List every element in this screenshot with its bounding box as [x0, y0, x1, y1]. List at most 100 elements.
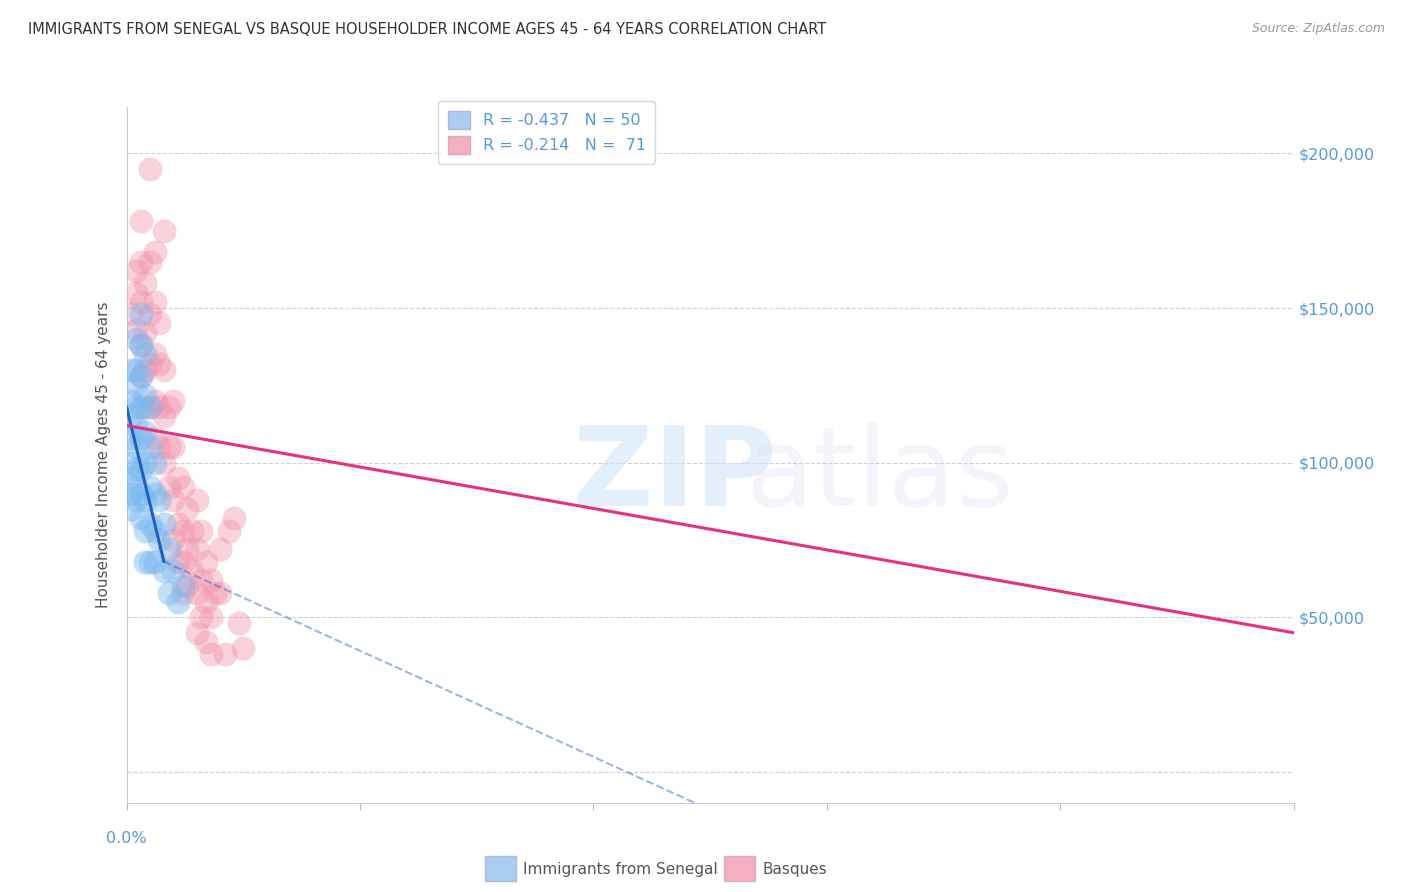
Point: [139, 400, 162, 414]
Point: [167, 555, 190, 569]
Point: [148, 317, 170, 331]
Point: [120, 456, 142, 470]
Point: [143, 393, 166, 408]
Point: [194, 555, 217, 569]
Text: Source: ZipAtlas.com: Source: ZipAtlas.com: [1251, 22, 1385, 36]
Point: [134, 363, 156, 377]
Legend: R = -0.437   N = 50, R = -0.214   N =  71: R = -0.437 N = 50, R = -0.214 N = 71: [437, 101, 655, 163]
Text: Basques: Basques: [762, 863, 827, 877]
Point: [157, 585, 180, 599]
Point: [194, 635, 217, 649]
Point: [148, 533, 170, 547]
Point: [139, 480, 162, 494]
Point: [125, 492, 148, 507]
Point: [176, 502, 198, 516]
Point: [134, 555, 156, 569]
Point: [148, 440, 170, 454]
Point: [162, 440, 184, 454]
Point: [139, 357, 162, 371]
Point: [143, 294, 166, 309]
Point: [190, 524, 212, 538]
Point: [129, 369, 152, 384]
Point: [129, 369, 152, 384]
Y-axis label: Householder Income Ages 45 - 64 years: Householder Income Ages 45 - 64 years: [96, 301, 111, 608]
Text: IMMIGRANTS FROM SENEGAL VS BASQUE HOUSEHOLDER INCOME AGES 45 - 64 YEARS CORRELAT: IMMIGRANTS FROM SENEGAL VS BASQUE HOUSEH…: [28, 22, 827, 37]
Point: [134, 400, 156, 414]
Point: [120, 393, 142, 408]
Point: [120, 486, 142, 500]
Point: [125, 285, 148, 300]
Point: [148, 400, 170, 414]
Point: [129, 254, 152, 268]
Point: [167, 595, 190, 609]
Point: [125, 440, 148, 454]
Point: [143, 431, 166, 445]
Point: [129, 338, 152, 352]
Point: [143, 524, 166, 538]
Point: [172, 480, 194, 494]
Point: [157, 400, 180, 414]
Point: [153, 517, 176, 532]
Point: [125, 418, 148, 433]
Point: [200, 610, 222, 624]
Point: [125, 332, 148, 346]
Point: [204, 585, 226, 599]
Point: [139, 555, 162, 569]
Point: [176, 542, 198, 557]
Point: [180, 524, 202, 538]
Point: [153, 363, 176, 377]
Point: [129, 462, 152, 476]
Point: [218, 524, 240, 538]
Point: [162, 533, 184, 547]
Point: [134, 387, 156, 401]
Point: [172, 555, 194, 569]
Point: [134, 456, 156, 470]
Point: [120, 363, 142, 377]
Point: [172, 579, 194, 593]
Point: [153, 564, 176, 578]
Point: [157, 440, 180, 454]
Point: [134, 492, 156, 507]
Point: [157, 542, 180, 557]
Point: [148, 357, 170, 371]
Point: [194, 595, 217, 609]
Point: [143, 486, 166, 500]
Point: [120, 502, 142, 516]
Point: [208, 542, 231, 557]
Point: [125, 264, 148, 278]
Point: [129, 307, 152, 321]
Point: [157, 480, 180, 494]
Point: [200, 648, 222, 662]
Point: [143, 347, 166, 361]
Point: [143, 555, 166, 569]
Point: [143, 456, 166, 470]
Point: [134, 524, 156, 538]
Point: [200, 573, 222, 587]
Text: Immigrants from Senegal: Immigrants from Senegal: [523, 863, 718, 877]
Text: ZIP: ZIP: [574, 422, 776, 529]
Point: [162, 393, 184, 408]
Point: [120, 409, 142, 424]
Point: [214, 648, 236, 662]
Point: [208, 585, 231, 599]
Point: [139, 307, 162, 321]
Point: [129, 486, 152, 500]
Point: [228, 616, 250, 631]
Point: [125, 400, 148, 414]
Point: [134, 425, 156, 439]
Point: [120, 307, 142, 321]
Point: [125, 363, 148, 377]
Point: [167, 517, 190, 532]
Point: [120, 431, 142, 445]
Point: [190, 610, 212, 624]
Point: [167, 471, 190, 485]
Point: [190, 573, 212, 587]
Point: [162, 492, 184, 507]
Point: [180, 564, 202, 578]
Point: [153, 456, 176, 470]
Point: [232, 641, 254, 656]
Point: [153, 409, 176, 424]
Point: [129, 294, 152, 309]
Point: [134, 347, 156, 361]
Point: [134, 326, 156, 340]
